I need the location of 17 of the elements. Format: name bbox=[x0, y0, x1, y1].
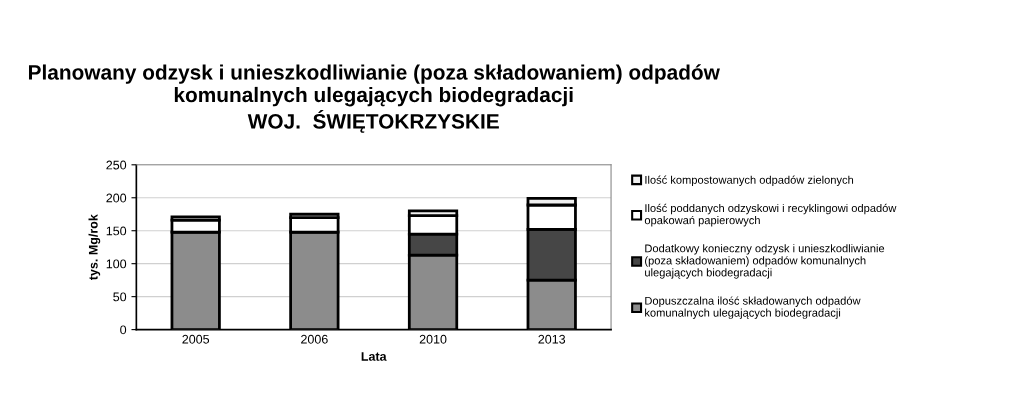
x-tick-label: 2006 bbox=[301, 334, 328, 344]
chart-title: Planowany odzysk i unieszkodliwianie (poza składowaniem) odpadów komunalnych ulegających biodegradacji WOJ. ŚWIĘTOKRZYSKIE bbox=[28, 64, 720, 133]
legend-label: Ilość kompostowanych odpadów zielonych bbox=[645, 175, 854, 187]
legend-label: Dodatkowy konieczny odzysk i unieszkodliwianie (poza składowaniem) odpadów komunalnych ulegających biodegradacji bbox=[645, 244, 885, 279]
x-tick-label: 2010 bbox=[419, 334, 447, 344]
y-tick-label: 50 bbox=[113, 292, 127, 302]
y-axis-title: tys. Mg/rok bbox=[88, 214, 101, 281]
y-tick-label: 100 bbox=[106, 259, 127, 269]
x-axis-title: Lata bbox=[361, 352, 387, 361]
legend-label: Ilość poddanych odzyskowi i recyklingowi odpadów opakowań papierowych bbox=[644, 203, 897, 227]
y-tick-label: 200 bbox=[106, 193, 127, 203]
y-tick-label: 0 bbox=[120, 325, 127, 335]
y-tick-label: 250 bbox=[106, 160, 127, 170]
x-tick-label: 2013 bbox=[538, 334, 566, 344]
legend-label: Dopuszczalna ilość składowanych odpadów komunalnych ulegających biodegradacji bbox=[645, 296, 861, 319]
x-tick-label: 2005 bbox=[182, 334, 210, 344]
y-tick-label: 150 bbox=[106, 226, 127, 236]
